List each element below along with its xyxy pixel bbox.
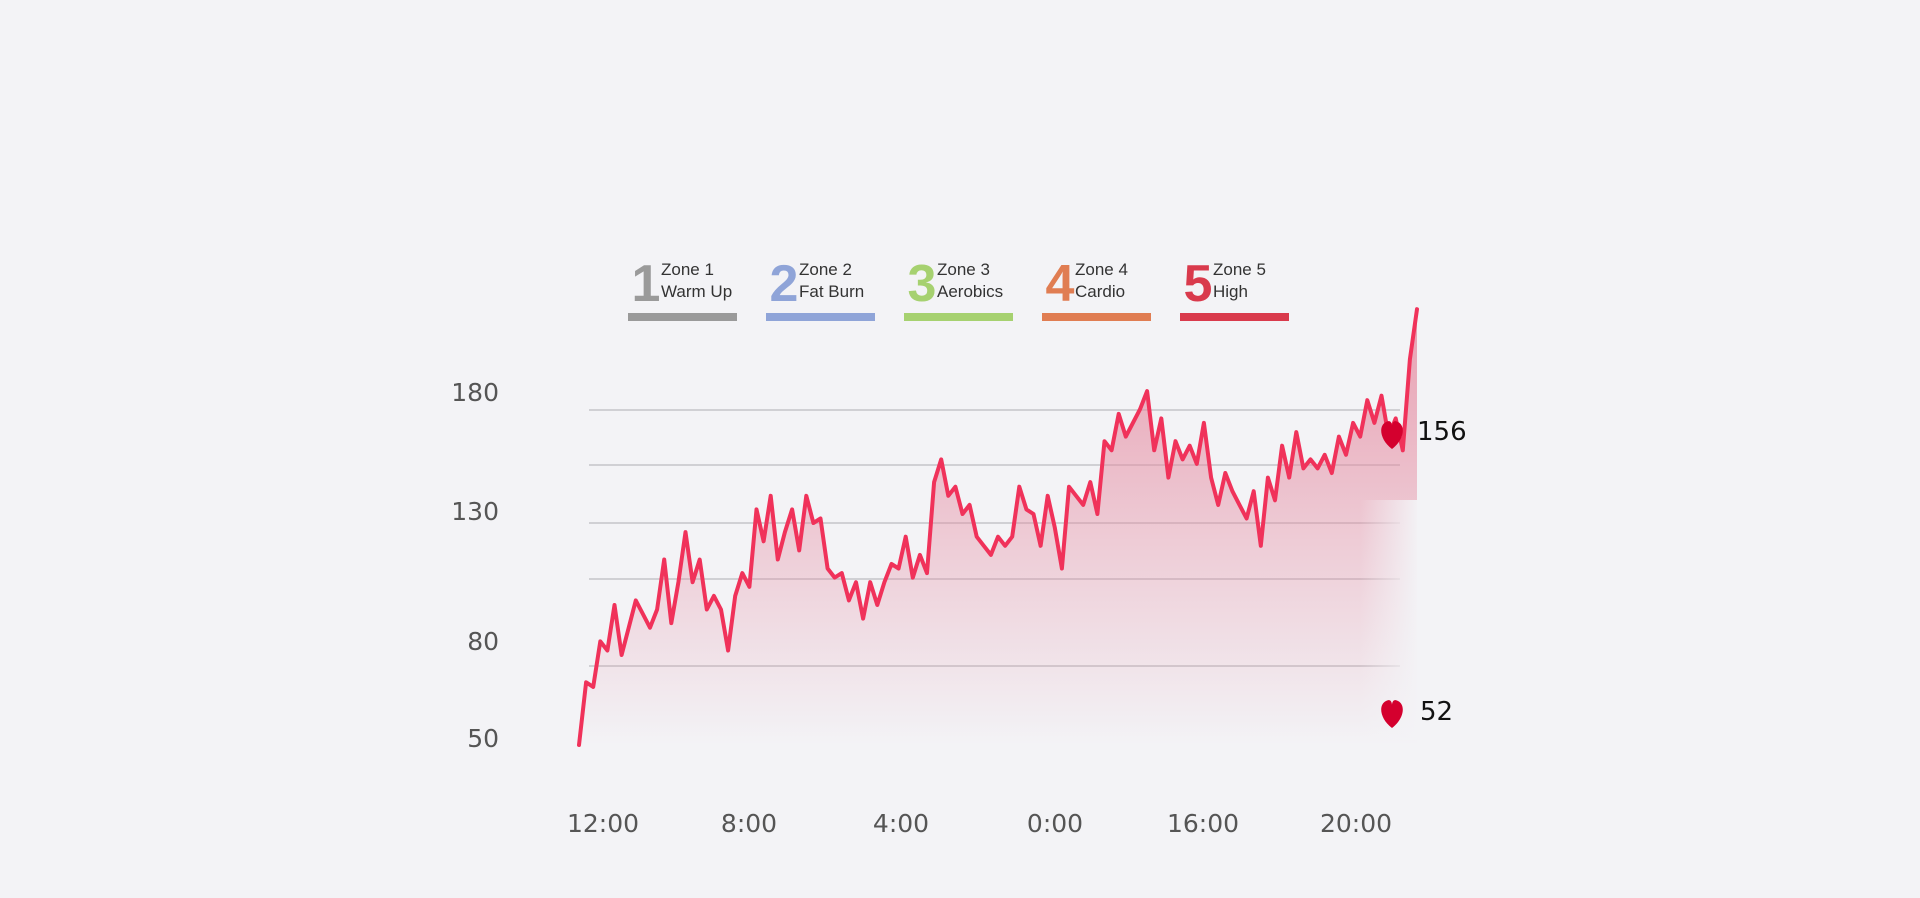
zone-color-bar [904,313,1013,321]
legend-item-zone-3: 3 Zone 3 Aerobics [904,258,1013,321]
zone-description: Warm Up [661,282,733,301]
zone-number: 3 [907,255,937,313]
y-tick-label: 50 [467,724,499,753]
zone-name: Zone 1 [661,260,714,279]
max-value-label: 156 [1417,417,1467,447]
area-fade [1360,500,1420,740]
min-value-label: 52 [1420,697,1453,727]
zone-description: Fat Burn [799,282,865,301]
x-axis: 12:00 8:00 4:00 0:00 16:00 20:00 [567,809,1392,838]
x-tick-label: 20:00 [1320,809,1392,838]
heart-rate-area [579,309,1417,745]
zone-name: Zone 2 [799,260,852,279]
zone-legend: 1 Zone 1 Warm Up 2 Zone 2 Fat Burn 3 Zone 3 Aero… [628,258,1289,321]
y-tick-label: 130 [451,497,499,526]
zone-name: Zone 3 [937,260,990,279]
zone-description: Cardio [1075,282,1126,301]
zone-number: 5 [1183,255,1213,313]
y-axis: 180 130 80 50 [451,378,499,753]
zone-color-bar [766,313,875,321]
zone-description: Aerobics [937,282,1004,301]
zone-name: Zone 5 [1213,260,1266,279]
zone-number: 2 [769,255,799,313]
y-tick-label: 180 [451,378,499,407]
zone-description: High [1213,282,1248,301]
heart-rate-line [577,307,1419,747]
x-tick-label: 8:00 [721,809,777,838]
max-marker: 156 [1381,417,1467,449]
legend-item-zone-2: 2 Zone 2 Fat Burn [766,258,875,321]
legend-item-zone-1: 1 Zone 1 Warm Up [628,258,737,321]
x-tick-label: 16:00 [1167,809,1239,838]
x-tick-label: 0:00 [1027,809,1083,838]
x-tick-label: 4:00 [873,809,929,838]
zone-name: Zone 4 [1075,260,1128,279]
zone-number: 4 [1045,255,1075,313]
x-tick-label: 12:00 [567,809,639,838]
zone-color-bar [1042,313,1151,321]
legend-item-zone-4: 4 Zone 4 Cardio [1042,258,1151,321]
heart-icon [1381,421,1403,449]
zone-color-bar [628,313,737,321]
zone-number: 1 [631,255,661,313]
legend-item-zone-5: 5 Zone 5 High [1180,258,1289,321]
heart-icon [1381,700,1403,728]
zone-color-bar [1180,313,1289,321]
min-marker: 52 [1381,697,1453,728]
y-tick-label: 80 [467,627,499,656]
